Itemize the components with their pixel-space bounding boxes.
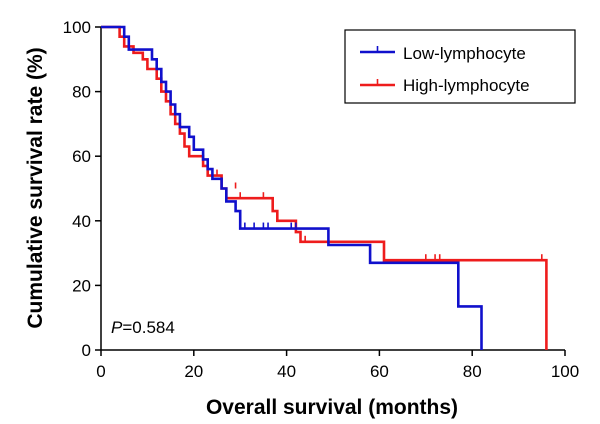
series-line-low <box>101 25 483 350</box>
x-tick-label: 20 <box>184 362 203 381</box>
y-axis-title: Cumulative survival rate (%) <box>24 47 47 328</box>
series-line-high <box>101 25 548 350</box>
y-tick-label: 80 <box>72 83 91 102</box>
x-tick-label: 80 <box>463 362 482 381</box>
x-tick-label: 60 <box>370 362 389 381</box>
p-value: =0.584 <box>122 318 174 337</box>
x-tick-label: 0 <box>96 362 105 381</box>
p-value-annotation: P=0.584 <box>111 318 175 337</box>
axes: 0 20 40 60 80 100 0 20 40 60 80 100 <box>63 18 580 381</box>
y-tick-label: 0 <box>82 341 91 360</box>
x-tick-label: 40 <box>277 362 296 381</box>
y-tick-label: 100 <box>63 18 91 37</box>
y-tick-label: 20 <box>72 276 91 295</box>
series-layer <box>101 25 548 350</box>
legend-items <box>360 46 395 87</box>
y-tick-label: 40 <box>72 212 91 231</box>
y-tick-label: 60 <box>72 147 91 166</box>
legend-label-high: High-lymphocyte <box>403 76 530 95</box>
legend: Low-lymphocyte High-lymphocyte <box>344 29 576 104</box>
x-axis-title: Overall survival (months) <box>206 396 458 419</box>
p-symbol: P <box>111 318 123 337</box>
x-tick-label: 100 <box>551 362 579 381</box>
legend-box <box>344 29 576 104</box>
legend-label-low: Low-lymphocyte <box>403 44 526 63</box>
